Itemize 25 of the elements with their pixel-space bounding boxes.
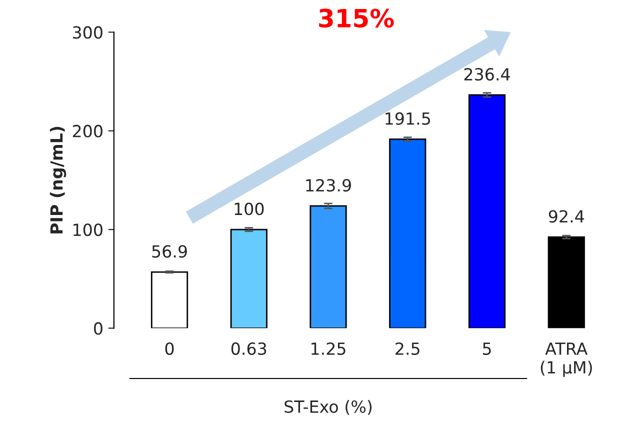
bar	[468, 94, 506, 328]
x-tick-label: 5	[482, 342, 491, 355]
x-axis-title: ST-Exo (%)	[284, 400, 372, 415]
bar	[310, 205, 347, 328]
bar	[230, 228, 268, 328]
bar	[389, 138, 426, 328]
data-label: 236.4	[464, 68, 510, 81]
data-label: 191.5	[386, 112, 430, 125]
y-tick-label: 300	[72, 26, 102, 39]
data-label: 92.4	[548, 210, 584, 223]
data-label: 123.9	[306, 178, 351, 192]
y-tick-label: 100	[74, 223, 102, 236]
x-tick-label: 1.25	[312, 342, 346, 355]
bar	[150, 271, 188, 328]
data-label: 56.9	[152, 245, 187, 258]
y-tick-label: 200	[72, 124, 102, 138]
x-tick-label: 0	[165, 342, 174, 355]
data-label: 100	[234, 202, 264, 216]
bar	[548, 236, 585, 328]
x-tick-label: 0.63	[231, 342, 266, 355]
y-axis-title: PIP (ng/mL)	[50, 126, 66, 234]
y-tick-label: 0	[94, 322, 102, 335]
x-tick-label: 2.5	[396, 342, 420, 355]
x-tick-label: ATRA (1 µM)	[540, 342, 592, 377]
text: 315%	[319, 8, 394, 28]
